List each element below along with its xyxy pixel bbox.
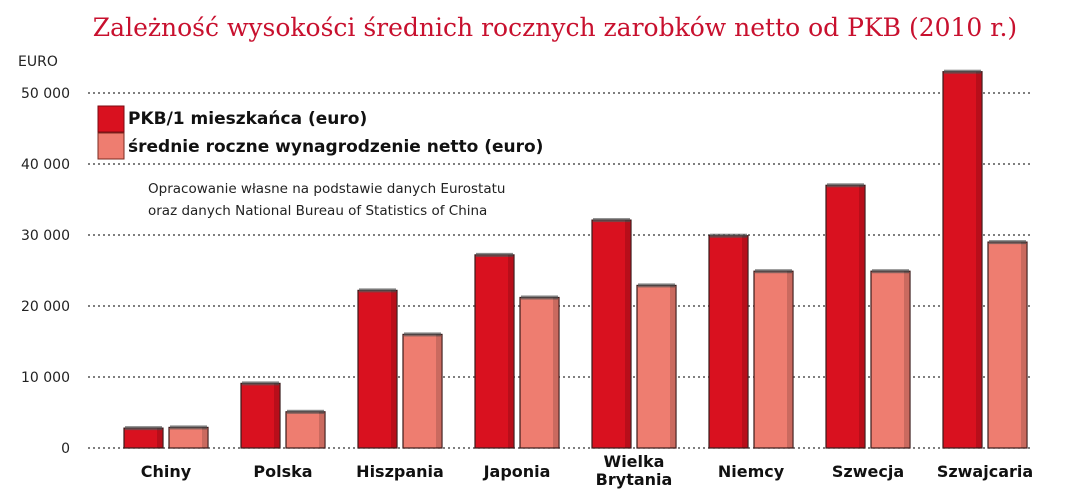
y-tick-label: 10 000: [21, 370, 70, 386]
y-tick-label: 30 000: [21, 228, 70, 244]
legend-swatch-pkb: [97, 105, 125, 133]
bar-shade: [391, 290, 396, 448]
bar-top-edge: [710, 233, 747, 238]
legend-label-pkb: PKB/1 mieszkańca (euro): [128, 109, 367, 129]
bar-top-edge: [170, 425, 207, 430]
bar-shade: [625, 220, 630, 448]
y-tick-label: 20 000: [21, 299, 70, 315]
category-label: Szwecja: [832, 462, 904, 481]
bar-shade: [157, 428, 162, 448]
bar-top-edge: [638, 283, 675, 288]
source-note-line-2: oraz danych National Bureau of Statistic…: [148, 203, 487, 219]
bar-shade: [508, 254, 513, 448]
bar-shade: [274, 383, 279, 448]
bar-top-edge: [242, 381, 279, 386]
bar-shade: [1021, 242, 1026, 448]
bar-top-edge: [827, 183, 864, 188]
category-label: Polska: [253, 462, 312, 481]
bar-top-edge: [872, 269, 909, 274]
bar-shade: [319, 411, 324, 448]
chart-title: Zależność wysokości średnich rocznych za…: [93, 13, 1017, 42]
bar-top-edge: [944, 69, 981, 74]
y-axis-label: EURO: [18, 54, 58, 70]
legend: PKB/1 mieszkańca (euro) średnie roczne w…: [97, 105, 543, 160]
bar-top-edge: [359, 288, 396, 293]
source-note-line-1: Opracowanie własne na podstawie danych E…: [148, 181, 505, 197]
bar-wage: [870, 270, 911, 449]
category-label: Szwajcaria: [937, 462, 1033, 481]
bar-top-edge: [287, 409, 324, 414]
bar-shade: [904, 271, 909, 448]
bar-top-edge: [755, 269, 792, 274]
bar-top-edge: [404, 332, 441, 337]
bar-shade: [202, 427, 207, 448]
category-label: Niemcy: [718, 462, 785, 481]
bar-shade: [553, 297, 558, 448]
bar-top-edge: [989, 240, 1026, 245]
bar-shade: [976, 71, 981, 448]
bar-shade: [436, 334, 441, 448]
category-label: Hiszpania: [356, 462, 444, 481]
y-tick-label: 0: [61, 441, 70, 457]
bar-wage: [636, 284, 677, 449]
bar-shade: [742, 235, 747, 448]
category-label: Japonia: [483, 462, 551, 481]
legend-label-wage: średnie roczne wynagrodzenie netto (euro…: [128, 137, 543, 157]
bar-wage: [753, 270, 794, 449]
category-label: Brytania: [596, 470, 673, 489]
category-label: Wielka: [604, 452, 665, 471]
bar-shade: [859, 185, 864, 449]
bar-top-edge: [593, 218, 630, 223]
category-label: Chiny: [141, 462, 192, 481]
bar-wage: [519, 296, 560, 449]
bar-top-edge: [521, 295, 558, 300]
bar-shade: [670, 285, 675, 448]
legend-swatch-wage: [97, 132, 125, 160]
bar-pkb: [240, 382, 281, 449]
bar-top-edge: [476, 252, 513, 257]
bar-top-edge: [125, 426, 162, 431]
y-tick-label: 50 000: [21, 86, 70, 102]
bar-pkb: [942, 71, 983, 449]
y-tick-label: 40 000: [21, 157, 70, 173]
bar-pkb: [825, 184, 866, 449]
bar-pkb: [474, 254, 515, 449]
bar-pkb: [591, 219, 632, 449]
bar-shade: [787, 271, 792, 448]
bar-wage: [987, 241, 1028, 449]
